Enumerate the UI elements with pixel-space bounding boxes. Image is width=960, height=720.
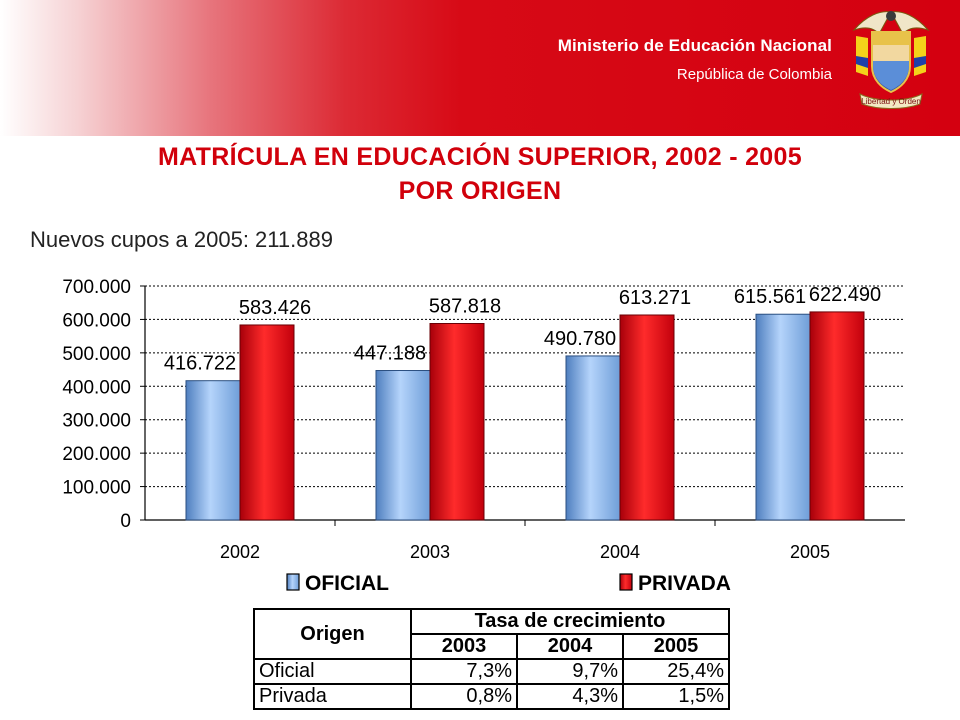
bar-privada <box>239 324 295 521</box>
x-tick-label: 2002 <box>220 542 260 562</box>
coat-of-arms-icon: Libertad y Orden <box>852 11 930 109</box>
year-header: 2003 <box>410 633 518 660</box>
origin-header: Origen <box>253 608 412 660</box>
y-tick-label: 400.000 <box>62 377 131 398</box>
crest-motto: Libertad y Orden <box>861 97 921 106</box>
table-year-row: 2003 2004 2005 <box>254 633 730 660</box>
legend-swatch-oficial <box>286 573 300 591</box>
bar-oficial <box>185 380 241 521</box>
legend-swatch-privada <box>619 573 633 591</box>
data-label: 613.271 <box>619 287 691 309</box>
y-tick-label: 300.000 <box>62 411 131 432</box>
header-banner: Ministerio de Educación Nacional Repúbli… <box>0 0 960 136</box>
table-cell: 1,5% <box>622 683 730 710</box>
subtitle: Nuevos cupos a 2005: 211.889 <box>30 226 333 254</box>
data-label: 490.780 <box>544 328 616 350</box>
table-cell: 25,4% <box>622 658 730 685</box>
year-header: 2004 <box>516 633 624 660</box>
row-label: Privada <box>253 683 412 710</box>
y-tick-label: 600.000 <box>62 310 131 331</box>
ministry-block: Ministerio de Educación Nacional Repúbli… <box>558 36 832 83</box>
data-label: 447.188 <box>354 343 426 365</box>
table-row: Oficial 7,3% 9,7% 25,4% <box>253 658 730 685</box>
subtitle-value: 211.889 <box>255 227 333 252</box>
table-cell: 4,3% <box>516 683 624 710</box>
data-label: 587.818 <box>429 296 501 318</box>
bar-privada <box>619 314 675 521</box>
bar-oficial <box>375 370 431 521</box>
table-row: Privada 0,8% 4,3% 1,5% <box>253 683 730 710</box>
x-tick-label: 2005 <box>790 542 830 562</box>
table-cell: 9,7% <box>516 658 624 685</box>
subtitle-prefix: Nuevos cupos a 2005: <box>30 227 256 252</box>
y-tick-label: 100.000 <box>62 478 131 499</box>
data-label: 615.561 <box>734 286 806 308</box>
y-tick-label: 700.000 <box>62 277 131 298</box>
country-name: República de Colombia <box>676 66 832 83</box>
bar-privada <box>429 323 485 521</box>
title-line-2: POR ORIGEN <box>398 177 562 205</box>
growth-rate-table: Origen Tasa de crecimiento 2003 2004 200… <box>253 608 730 710</box>
table-cell: 0,8% <box>410 683 518 710</box>
growth-header: Tasa de crecimiento <box>410 608 730 635</box>
y-tick-label: 0 <box>120 511 131 532</box>
row-label: Oficial <box>253 658 412 685</box>
x-tick-label: 2003 <box>410 542 450 562</box>
enrollment-bar-chart: 0 100.000 200.000 300.000 400.000 500.000 600.… <box>62 277 905 595</box>
bar-privada <box>809 311 865 521</box>
title-line-1: MATRÍCULA EN EDUCACIÓN SUPERIOR, 2002 - … <box>158 143 802 171</box>
table-header-row: Origen Tasa de crecimiento <box>253 608 730 660</box>
data-label: 622.490 <box>809 284 881 306</box>
y-tick-label: 200.000 <box>62 444 131 465</box>
table-cell: 7,3% <box>410 658 518 685</box>
legend-label: OFICIAL <box>305 572 389 595</box>
bar-oficial <box>565 355 621 521</box>
ministry-name: Ministerio de Educación Nacional <box>557 36 832 55</box>
y-tick-label: 500.000 <box>62 344 131 365</box>
year-header: 2005 <box>622 633 730 660</box>
data-label: 583.426 <box>239 297 311 319</box>
bar-oficial <box>755 313 811 521</box>
data-label: 416.722 <box>164 353 236 375</box>
x-tick-label: 2004 <box>600 542 640 562</box>
legend-label: PRIVADA <box>638 572 731 595</box>
slide-title: MATRÍCULA EN EDUCACIÓN SUPERIOR, 2002 - … <box>40 140 920 208</box>
